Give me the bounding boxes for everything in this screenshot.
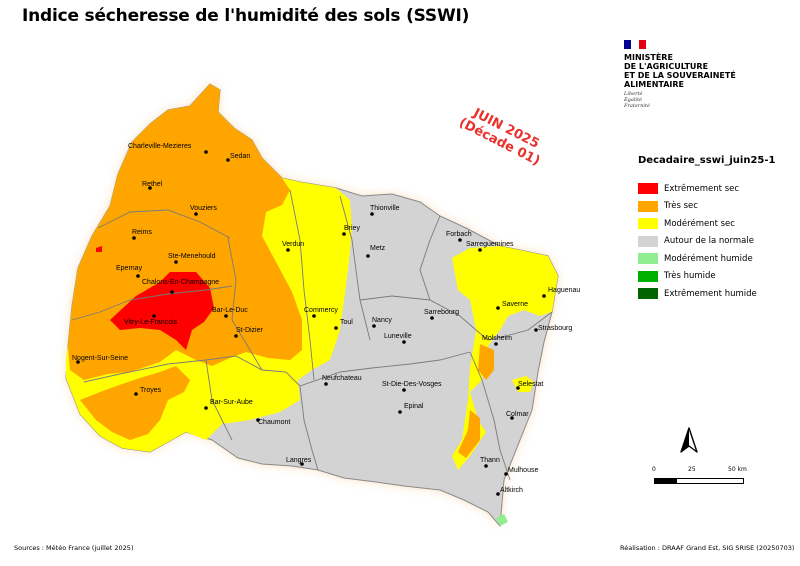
city-label: Rethel [142, 181, 163, 188]
north-arrow-icon [680, 427, 698, 453]
legend-swatch [638, 200, 658, 212]
zone-tres-sec [458, 410, 480, 458]
ministry-name-line: DE L'AGRICULTURE [624, 62, 709, 71]
legend-swatch [638, 183, 658, 195]
zone-extremement-sec [96, 246, 102, 252]
city-label: Altkirch [500, 487, 523, 494]
city-label: Sarrebourg [424, 309, 459, 316]
credit-note: Réalisation : DRAAF Grand Est, SIG SRISE… [620, 544, 795, 552]
motto-line: Égalité [624, 97, 642, 103]
city-label: Metz [370, 245, 386, 252]
city-label: Mulhouse [508, 467, 538, 474]
ministry-logo: MINISTÈRE DE L'AGRICULTURE ET DE LA SOUV… [624, 40, 784, 109]
city-label: Bar-Le-Duc [212, 307, 248, 314]
french-flag-icon [624, 40, 646, 49]
scale-bar-graphic [654, 478, 744, 484]
city-label: Strasbourg [538, 325, 572, 332]
city-label: Langres [286, 457, 312, 464]
city-label: Ste-Menehould [168, 253, 216, 260]
city-label: St-Die-Des-Vosges [382, 381, 442, 388]
city-label: Toul [340, 319, 353, 326]
city-label: Reims [132, 229, 152, 236]
motto-line: Fraternité [624, 103, 650, 109]
city-label: Thionville [370, 205, 400, 212]
city-label: Commercy [304, 307, 338, 314]
source-note: Sources : Météo France (juillet 2025) [14, 544, 134, 552]
legend-item: Autour de la normale [638, 233, 788, 251]
legend-label: Extrêmement sec [664, 183, 740, 194]
city-label: Colmar [506, 411, 529, 418]
legend-item: Extrêmement humide [638, 285, 788, 303]
zone-moderement-humide [496, 514, 508, 526]
legend-item: Modérément humide [638, 250, 788, 268]
legend-item: Modérément sec [638, 215, 788, 233]
city-label: Chaumont [258, 419, 290, 426]
legend-label: Très humide [664, 271, 716, 282]
legend-swatch [638, 253, 658, 265]
legend-swatch [638, 270, 658, 282]
city-label: Verdun [282, 241, 304, 248]
city-label: Nancy [372, 317, 392, 324]
city-label: Neufchateau [322, 375, 362, 382]
legend-swatch [638, 218, 658, 230]
ministry-name-line: ALIMENTAIRE [624, 80, 685, 89]
city-label: Chalons-En-Champagne [142, 279, 219, 286]
scale-bar: 0 25 50 km [652, 466, 764, 484]
zone-moderement-sec [452, 246, 558, 470]
scale-label: 0 [652, 466, 656, 473]
city-label: Haguenau [548, 287, 580, 294]
scale-label: 50 km [728, 466, 747, 473]
city-label: Troyes [140, 387, 162, 394]
zone-tres-sec [80, 366, 190, 440]
legend-label: Modérément sec [664, 218, 735, 229]
ministry-name-line: MINISTÈRE [624, 53, 673, 62]
city-label: Selestat [518, 381, 543, 388]
city-label: Forbach [446, 231, 472, 238]
city-label: Epernay [116, 265, 143, 272]
legend-swatch [638, 288, 658, 300]
city-label: Sarreguemines [466, 241, 514, 248]
legend-title: Decadaire_sswi_juin25-1 [638, 155, 776, 166]
legend-item: Extrêmement sec [638, 180, 788, 198]
city-label: Luneville [384, 333, 412, 340]
legend-swatch [638, 235, 658, 247]
scale-label: 25 [688, 466, 696, 473]
motto-line: Liberté [624, 91, 643, 97]
city-label: Epinal [404, 403, 424, 410]
city-label: Thann [480, 457, 500, 464]
legend-label: Modérément humide [664, 253, 753, 264]
city-label: Nogent-Sur-Seine [72, 355, 128, 362]
legend-label: Autour de la normale [664, 236, 754, 247]
zone-tres-sec [478, 344, 494, 380]
city-label: Charleville-Mezieres [128, 143, 192, 150]
legend-item: Très humide [638, 268, 788, 286]
legend-label: Très sec [664, 201, 698, 212]
ministry-name-line: ET DE LA SOUVERAINETÉ [624, 71, 736, 80]
map-title: Indice sécheresse de l'humidité des sols… [22, 6, 470, 26]
legend-label: Extrêmement humide [664, 288, 757, 299]
city-label: Vouziers [190, 205, 217, 212]
legend-item: Très sec [638, 198, 788, 216]
city-label: Molsheim [482, 335, 512, 342]
city-label: St-Dizier [236, 327, 264, 334]
city-label: Bar-Sur-Aube [210, 399, 253, 406]
city-label: Vitry-Le-Francois [124, 319, 178, 326]
city-label: Briey [344, 225, 360, 232]
city-label: Saverne [502, 301, 528, 308]
legend: Decadaire_sswi_juin25-1 Extrêmement sec … [638, 155, 788, 303]
city-label: Sedan [230, 153, 250, 160]
